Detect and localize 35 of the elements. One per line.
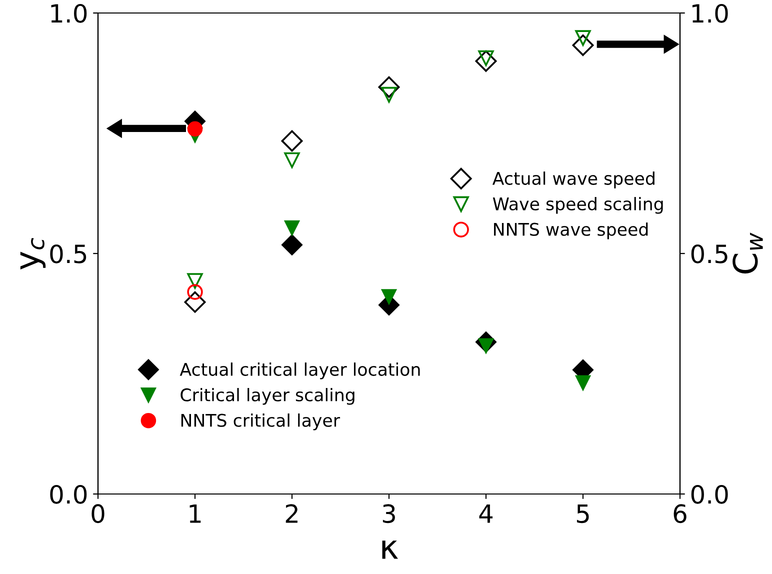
y-axis-title: y$_{c}$ <box>20 238 46 270</box>
point <box>187 121 203 137</box>
point <box>572 34 594 56</box>
legend-label: Critical layer scaling <box>180 388 354 405</box>
point <box>281 130 303 152</box>
x-tick-label: 4 <box>479 504 493 523</box>
y2-tick-label: 1.0 <box>692 4 728 23</box>
x-tick-label: 6 <box>674 504 686 524</box>
x-axis-title: κ <box>382 540 398 559</box>
y2-tick-label: 0.5 <box>691 244 728 264</box>
legend-label: NNTS critical layer <box>181 413 340 430</box>
point <box>187 284 203 300</box>
legend-label: Actual critical layer location <box>180 362 420 380</box>
point <box>187 273 203 289</box>
y-tick-label: 0.5 <box>50 244 86 264</box>
x-tick-label: 2 <box>286 504 298 523</box>
y-tick-label: 1.0 <box>51 4 87 23</box>
legend-label: Actual wave speed <box>492 172 654 188</box>
point <box>281 234 303 256</box>
point <box>284 220 300 236</box>
point <box>378 76 400 98</box>
point <box>575 375 591 391</box>
x-tick-label: 3 <box>382 504 395 524</box>
point <box>184 291 206 313</box>
y2-axis-title: C$_{w}$ <box>732 232 763 274</box>
x-tick-label: 5 <box>576 504 589 524</box>
legend-label: Wave speed scaling <box>492 197 663 214</box>
x-tick-label: 1 <box>190 504 201 523</box>
point <box>475 50 497 72</box>
point <box>381 289 397 304</box>
legend-label: NNTS wave speed <box>494 222 648 240</box>
y-tick-label: 0.0 <box>50 484 87 504</box>
y2-tick-label: 0.0 <box>691 484 728 504</box>
point <box>284 152 300 168</box>
x-tick-label: 0 <box>92 504 104 524</box>
